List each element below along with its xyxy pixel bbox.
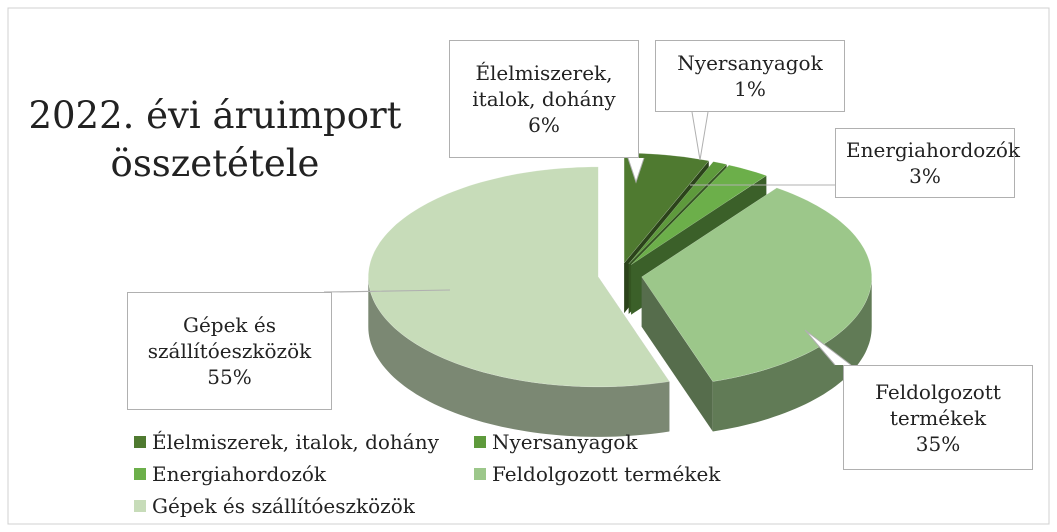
legend-swatch — [134, 436, 146, 448]
data-label: Gépek és szállítóeszközök 55% — [127, 292, 332, 410]
label-category: Feldolgozott termékek — [875, 379, 1001, 430]
label-value: 3% — [909, 164, 941, 188]
callout-pointer — [627, 157, 645, 184]
callout-pointer — [323, 289, 451, 293]
legend-swatch — [134, 500, 146, 512]
legend-swatch — [474, 436, 486, 448]
slice — [631, 164, 767, 265]
label-category: Gépek és szállítóeszközök — [147, 313, 312, 363]
legend-label: Feldolgozott termékek — [492, 462, 721, 486]
label-value: 6% — [528, 113, 560, 137]
label-category: Élelmiszerek, italok, dohány — [472, 61, 616, 111]
chart-title: 2022. évi áruimport összetétele — [28, 94, 402, 185]
label-category: Energiahordozók — [846, 138, 1021, 162]
label-value: 35% — [915, 431, 961, 456]
legend-item: Élelmiszerek, italok, dohány — [134, 426, 474, 458]
legend-item: Feldolgozott termékek — [474, 458, 804, 490]
legend-label: Nyersanyagok — [492, 430, 638, 454]
legend-item: Nyersanyagok — [474, 426, 804, 458]
slice-side — [712, 276, 872, 432]
data-label: Energiahordozók 3% — [835, 128, 1021, 198]
legend: Élelmiszerek, italok, dohány Nyersanyagok… — [134, 426, 814, 522]
slice — [641, 187, 872, 382]
pie-tops — [368, 152, 872, 388]
slice — [368, 166, 670, 388]
label-category: Nyersanyagok — [677, 51, 823, 75]
legend-label: Gépek és szállítóeszközök — [152, 494, 415, 518]
legend-item: Gépek és szállítóeszközök — [134, 490, 474, 522]
label-value: 1% — [734, 77, 766, 101]
callout-pointer — [691, 111, 709, 161]
callout-pointer — [804, 329, 852, 366]
legend-label: Élelmiszerek, italok, dohány — [152, 430, 439, 454]
legend-label: Energiahordozók — [152, 462, 327, 486]
slice — [628, 161, 728, 265]
legend-item: Energiahordozók — [134, 458, 474, 490]
label-value: 55% — [207, 365, 252, 389]
slice-wall — [641, 276, 713, 432]
legend-swatch — [474, 468, 486, 480]
data-label: Feldolgozott termékek 35% — [843, 365, 1033, 470]
data-label: Élelmiszerek, italok, dohány 6% — [449, 40, 639, 158]
data-label: Nyersanyagok 1% — [655, 40, 845, 112]
slice-side — [368, 276, 670, 437]
legend-swatch — [134, 468, 146, 480]
